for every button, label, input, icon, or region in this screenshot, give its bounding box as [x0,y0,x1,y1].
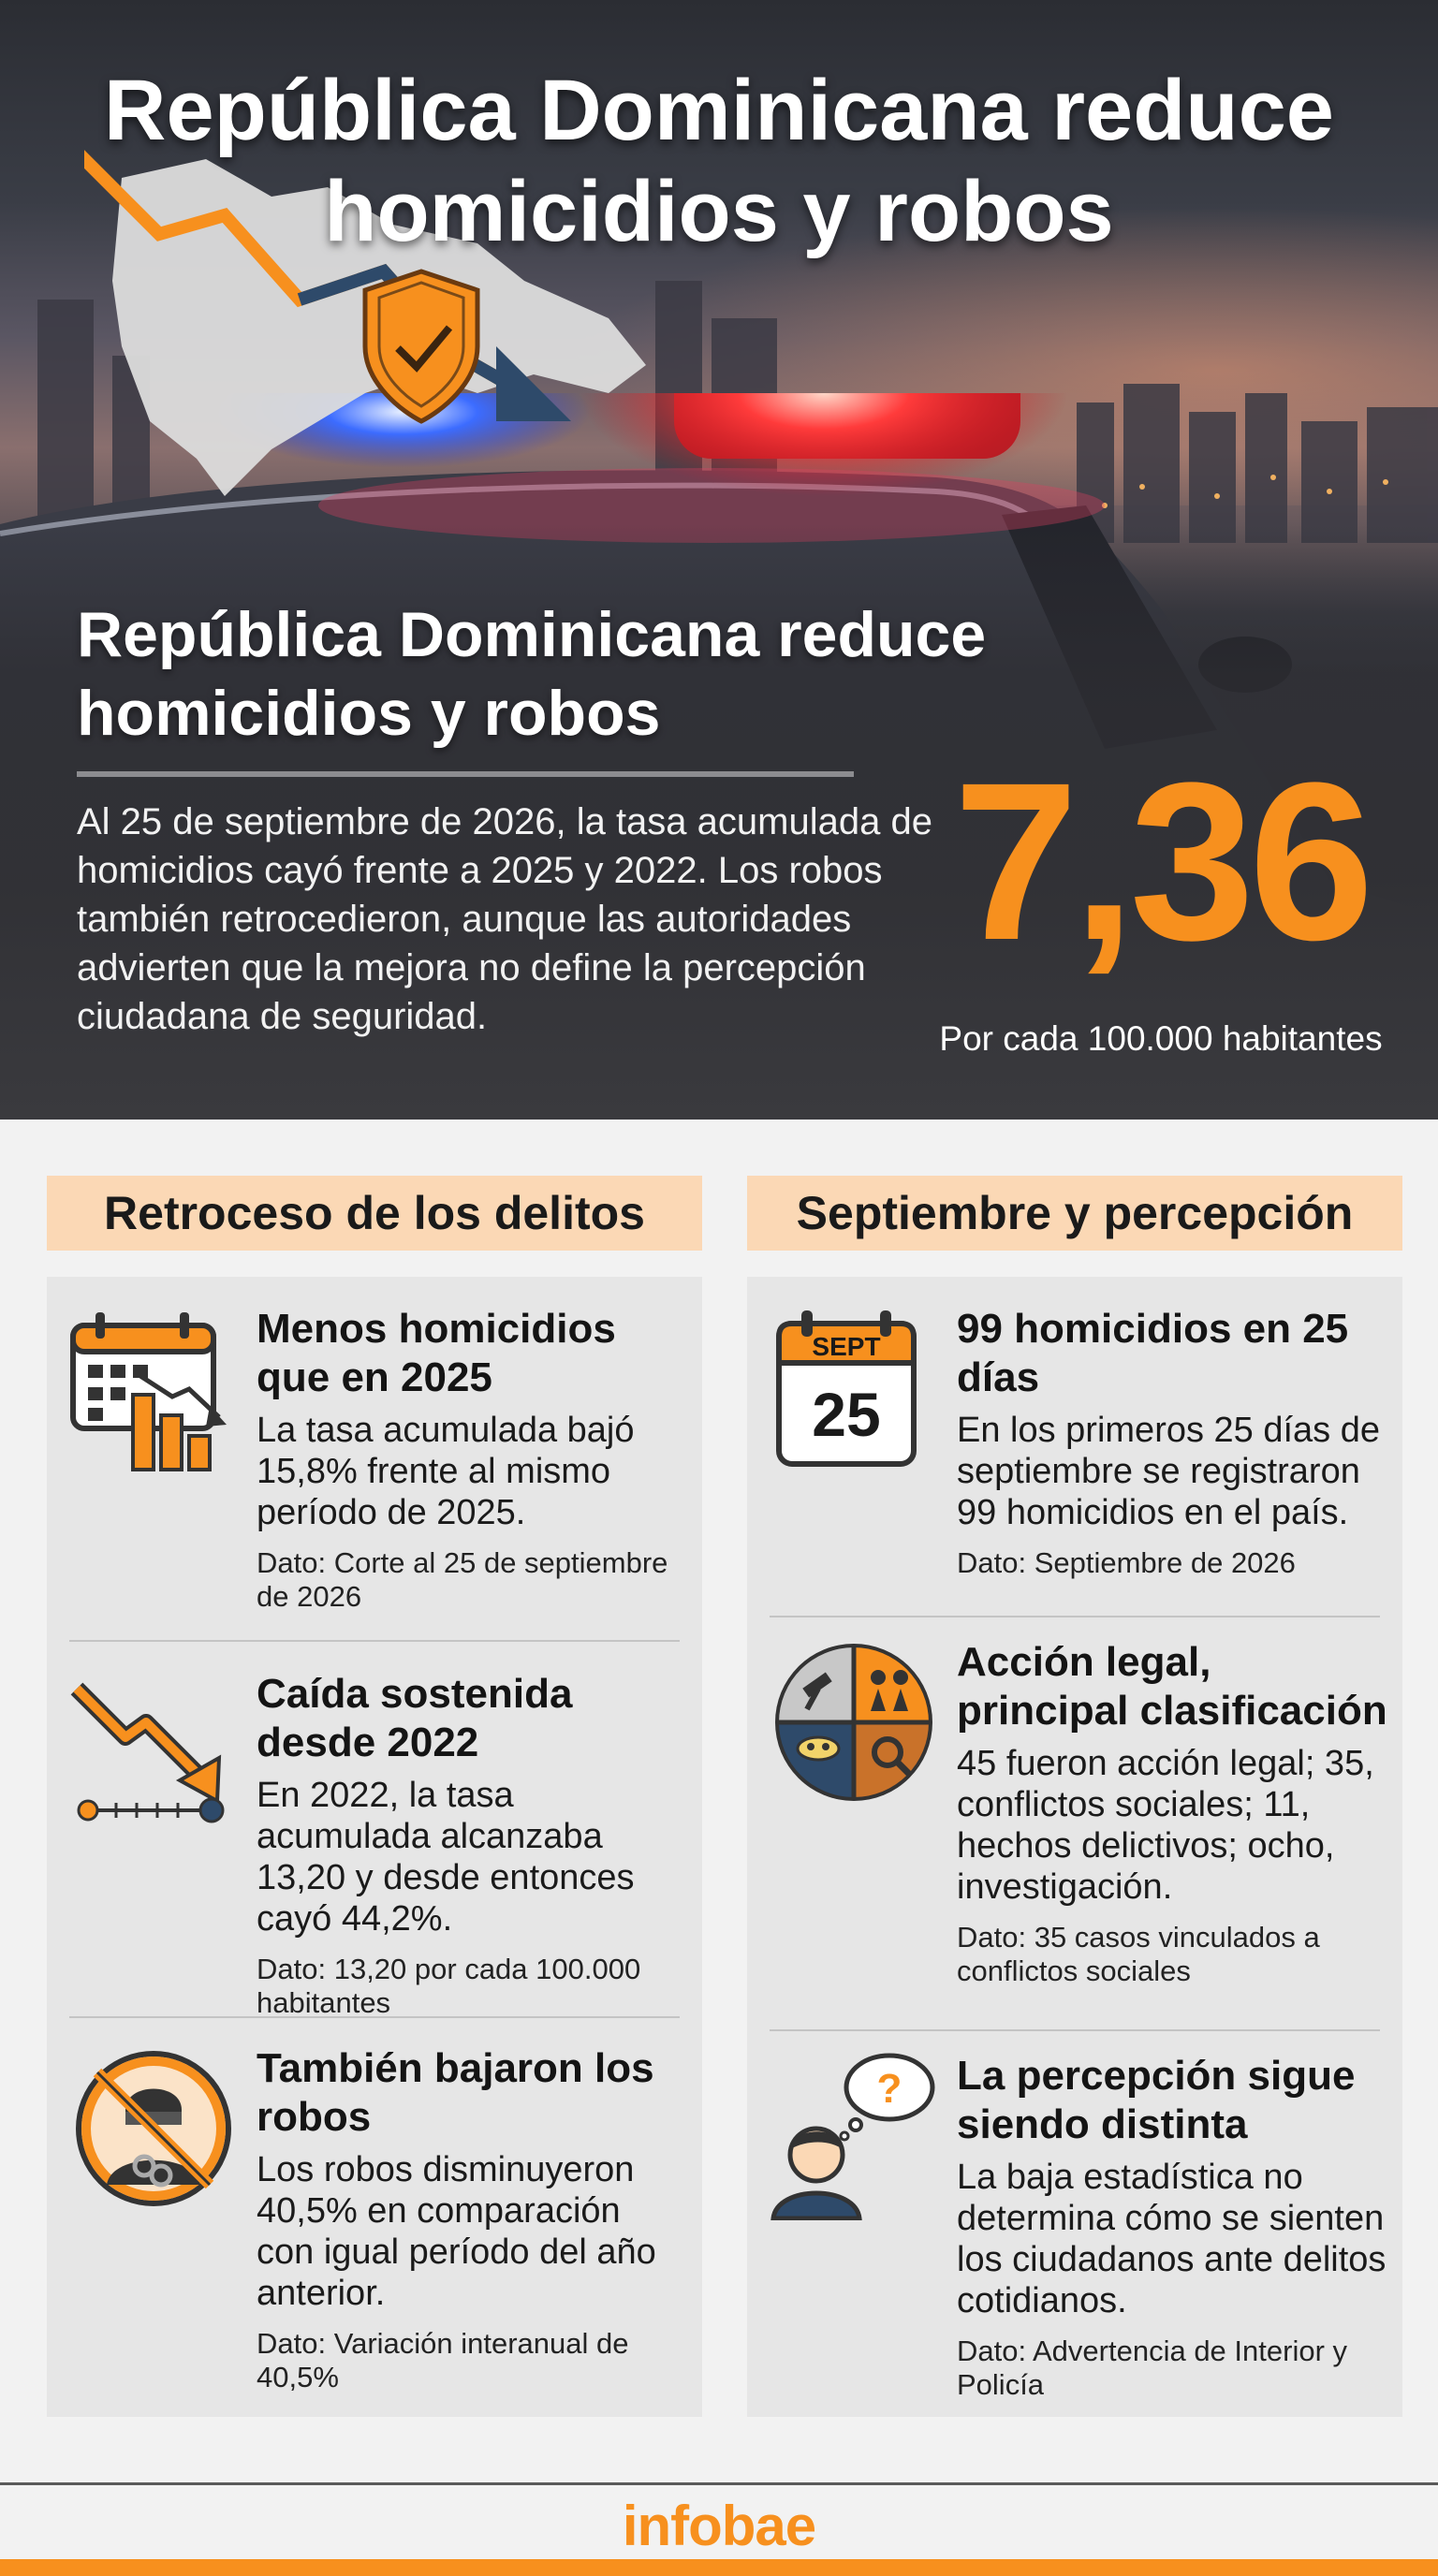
calendar-month-label: SEPT [812,1332,880,1361]
item-note: Dato: Variación interanual de 40,5% [257,2327,629,2393]
item-divider [770,1616,1380,1617]
right-column-body: SEPT 25 99 homicidios en 25 días En los … [747,1277,1402,2417]
lead-paragraph: Al 25 de septiembre de 2026, la tasa acu… [77,801,932,1037]
item-divider [770,2029,1380,2031]
item-divider [69,1640,680,1642]
item-description: Los robos disminuyeron 40,5% en comparac… [257,2150,656,2313]
footer-accent-bar [0,2559,1438,2576]
downtrend-timeline-icon [70,1682,225,1823]
person-question-icon: ? [770,2053,935,2220]
hero-banner [0,0,1438,1120]
item-description: 45 fueron acción legal; 35, conflictos s… [957,1744,1374,1907]
dominican-republic-map-icon [84,150,646,496]
section-title: República Dominicana reduce homicidios y… [77,599,987,749]
item-note: Dato: Corte al 25 de septiembre de 2026 [257,1546,668,1613]
svg-text:?: ? [877,2066,902,2112]
right-column-header: Septiembre y percepción [747,1176,1402,1251]
calendar-day-icon: SEPT 25 [776,1310,917,1467]
item-title: También bajaron los robos [257,2045,654,2140]
no-robbery-icon [76,2051,231,2206]
item-description: La tasa acumulada bajó 15,8% frente al m… [257,1411,635,1532]
item-title: Menos homicidios que en 2025 [257,1306,616,1400]
right-column: Septiembre y percepción SEPT 25 99 homic… [747,1176,1402,2417]
left-column: Retroceso de los delitos Menos homicidio… [47,1176,702,2417]
dark-overlay [0,524,1438,1120]
homicide-rate-number: 7,36 [953,736,1373,987]
left-column-body: Menos homicidios que en 2025 La tasa acu… [47,1277,702,2417]
classification-pie-icon [775,1644,932,1801]
item-title: Acción legal, principal clasificación [957,1639,1387,1734]
calendar-day-label: 25 [812,1380,880,1449]
item-note: Dato: Septiembre de 2026 [957,1546,1296,1579]
item-title: Caída sostenida desde 2022 [257,1671,573,1765]
item-title: 99 homicidios en 25 días [957,1306,1349,1400]
item-description: En los primeros 25 días de septiembre se… [957,1411,1381,1532]
main-title: República Dominicana reduce homicidios y… [104,63,1334,259]
infobae-logo[interactable]: infobae [622,2495,816,2557]
item-description: La baja estadística no determina cómo se… [957,2158,1387,2320]
item-note: Dato: 35 casos vinculados a conflictos s… [957,1921,1320,1987]
left-column-header: Retroceso de los delitos [47,1176,702,1251]
homicide-rate-caption: Por cada 100.000 habitantes [939,1019,1383,1058]
item-note: Dato: Advertencia de Interior y Policía [957,2334,1348,2401]
item-divider [69,2016,680,2018]
item-description: En 2022, la tasa acumulada alcanzaba 13,… [257,1776,635,1939]
calendar-bar-chart-icon [70,1312,227,1471]
item-title: La percepción sigue siendo distinta [957,2053,1356,2147]
footer-divider [0,2482,1438,2485]
item-note: Dato: 13,20 por cada 100.000 habitantes [257,1953,641,2019]
title-divider [77,771,854,777]
